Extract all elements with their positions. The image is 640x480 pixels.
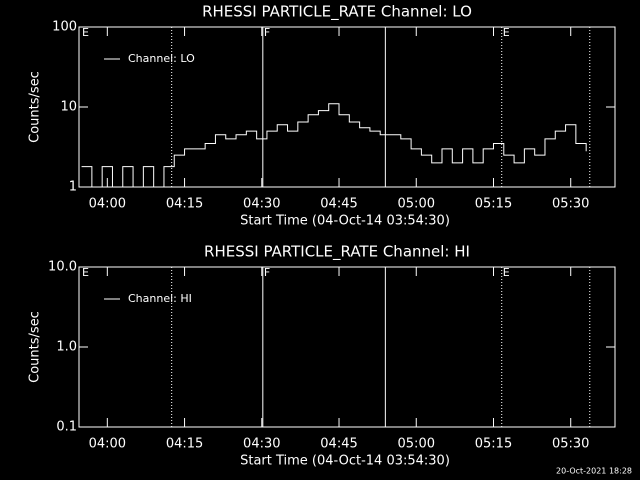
x-tick-label: 05:15	[475, 437, 512, 452]
y-tick-label: 1	[69, 180, 77, 195]
y-tick-label: 10.0	[48, 260, 77, 275]
y-axis-label: Counts/sec	[28, 71, 43, 143]
legend-label: Channel: LO	[128, 52, 195, 65]
marker-label: E	[82, 26, 89, 39]
chart-title: RHESSI PARTICLE_RATE Channel: HI	[204, 243, 470, 262]
plot-frame	[78, 26, 616, 188]
x-tick-label: 04:15	[166, 437, 203, 452]
x-tick-label: 05:30	[552, 437, 589, 452]
x-tick-label: 04:00	[89, 437, 126, 452]
marker-label: E	[82, 266, 89, 279]
x-tick-label: 05:00	[398, 197, 435, 212]
y-tick-label: 0.1	[56, 420, 77, 435]
x-tick-label: 04:45	[320, 197, 357, 212]
footer: 20-Oct-2021 18:28	[556, 467, 632, 476]
y-tick-label: 100	[52, 20, 77, 35]
x-tick-label: 04:15	[166, 197, 203, 212]
x-tick-label: 04:45	[320, 437, 357, 452]
x-tick-label: 05:15	[475, 197, 512, 212]
x-tick-label: 05:30	[552, 197, 589, 212]
marker-label: E	[503, 26, 510, 39]
x-tick-label: 04:00	[89, 197, 126, 212]
x-tick-label: 05:00	[398, 437, 435, 452]
data-line	[81, 103, 587, 188]
x-axis-label: Start Time (04-Oct-14 03:54:30)	[240, 454, 450, 469]
x-axis-label: Start Time (04-Oct-14 03:54:30)	[240, 214, 450, 229]
marker-label: F	[264, 266, 270, 279]
marker-label: F	[264, 26, 270, 39]
y-tick-label: 1.0	[56, 340, 77, 355]
x-tick-label: 04:30	[243, 437, 280, 452]
y-axis-label: Counts/sec	[28, 311, 43, 383]
marker-label: E	[503, 266, 510, 279]
legend-label: Channel: HI	[128, 292, 192, 305]
plot-frame	[78, 266, 616, 428]
x-tick-label: 04:30	[243, 197, 280, 212]
chart-title: RHESSI PARTICLE_RATE Channel: LO	[202, 3, 472, 22]
y-tick-label: 10	[60, 100, 77, 115]
